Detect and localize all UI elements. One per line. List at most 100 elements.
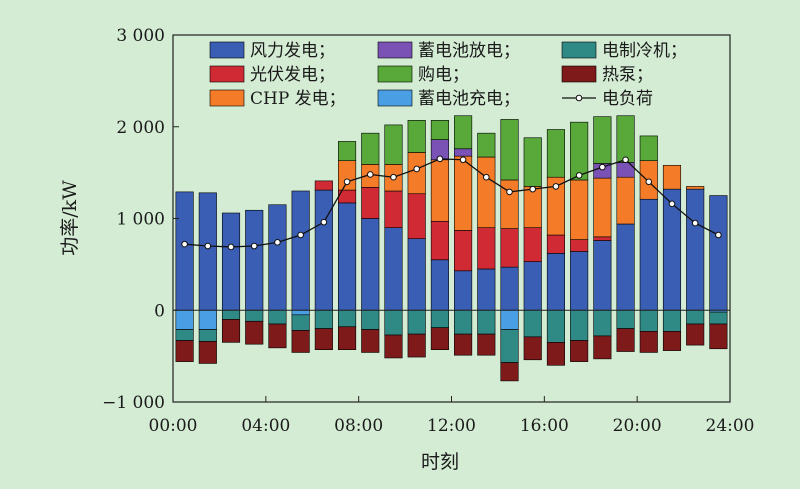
bar-segment-7-5 [268,309,287,325]
bar-segment-2-10 [384,190,403,228]
bar-segment-8-8 [338,326,357,351]
bar-segment-7-10 [384,309,403,336]
load-point-7 [320,218,328,226]
bar-segment-8-6 [291,330,310,353]
x-tick-label-3: 12:00 [427,416,476,436]
bar-segment-6-13 [454,115,473,150]
x-tick-label-5: 20:00 [613,416,662,436]
bar-segment-3-23 [686,186,705,190]
bar-segment-4-6 [291,309,310,316]
bar-segment-8-2 [198,341,217,364]
load-point-11 [413,165,420,173]
bar-segment-1-16 [523,261,542,311]
bar-segment-1-14 [477,268,496,311]
bar-segment-8-14 [477,333,496,356]
load-point-23 [691,219,699,227]
bar-segment-1-9 [361,218,380,311]
legend-label-3: CHP 发电； [250,89,346,109]
bar-segment-6-17 [546,129,565,178]
bar-segment-1-24 [709,195,728,311]
load-point-6 [297,231,304,239]
bar-segment-1-6 [291,190,310,311]
legend-label-1: 风力发电； [250,41,335,61]
bar-segment-1-1 [175,191,194,311]
bar-segment-2-19 [593,236,612,241]
bar-segment-4-2 [198,309,217,330]
load-point-15 [506,188,513,196]
legend-marker-load [575,94,583,102]
bar-segment-6-11 [407,120,426,153]
load-point-16 [529,185,537,193]
bar-segment-8-4 [245,320,264,345]
bar-segment-1-12 [430,259,449,311]
x-tick-label-2: 08:00 [334,416,383,436]
bar-segment-1-5 [268,204,287,311]
load-line [184,158,719,248]
bar-segment-7-9 [361,309,380,330]
bar-segment-2-12 [430,220,449,261]
load-point-13 [459,156,467,164]
bar-segment-8-7 [314,328,333,351]
bar-segment-2-18 [570,239,589,252]
bar-segment-1-22 [662,188,682,311]
plot-area [173,35,730,402]
bar-segment-6-20 [616,115,635,163]
legend-label-5: 购电； [418,65,469,85]
bar-segment-8-3 [221,319,241,343]
bar-segment-8-15 [500,362,519,382]
x-tick-label-1: 04:00 [241,416,290,436]
x-tick-label-4: 16:00 [520,416,569,436]
bar-segment-1-7 [314,189,333,311]
x-axis-title: 时刻 [421,451,459,473]
bar-segment-3-14 [477,156,496,228]
bar-segment-3-20 [616,176,635,225]
bars-group [175,115,728,382]
load-point-14 [483,173,490,181]
load-point-10 [390,173,397,181]
legend-label-4: 蓄电池放电； [418,41,520,61]
legend-swatch-7 [561,41,597,59]
bar-segment-8-13 [454,333,473,356]
bar-segment-7-3 [221,309,241,320]
legend-label-9: 电负荷 [602,89,653,109]
legend-swatch-1 [209,41,245,59]
bar-segment-7-2 [198,329,217,342]
bar-segment-2-17 [546,234,565,254]
bar-segment-1-4 [245,209,264,311]
bar-segment-3-8 [338,160,357,191]
bar-segment-1-11 [407,238,426,311]
bar-segment-8-5 [268,323,287,349]
bar-segment-7-6 [291,314,310,331]
axes-group: −1 000 0 1 000 2 000 3 000 00:00 04:00 08:00 12:… [102,26,754,436]
load-point-12 [436,155,444,163]
y-tick-label-2: 1 000 [116,210,165,230]
legend-swatch-5 [377,65,413,83]
bar-segment-1-17 [546,253,565,311]
bar-segment-8-12 [430,327,449,350]
bar-segment-8-23 [686,323,705,346]
bar-segment-8-19 [593,335,612,360]
bar-segment-7-15 [500,329,519,363]
load-point-9 [366,171,374,178]
bar-segment-6-14 [477,132,496,158]
bar-segment-3-18 [570,179,589,240]
bar-segment-3-13 [454,155,473,231]
bar-segment-7-16 [523,309,542,338]
bar-segment-1-19 [593,240,612,311]
bar-segment-1-20 [616,223,635,311]
bar-segment-6-15 [500,119,519,181]
load-point-19 [599,163,606,171]
bar-segment-1-10 [384,227,403,311]
bar-segment-6-18 [570,121,589,181]
load-point-21 [645,178,653,186]
bar-segment-3-19 [593,177,612,238]
legend-label-2: 光伏发电； [250,65,335,85]
bar-segment-7-24 [709,311,728,325]
bar-segment-7-21 [639,309,658,332]
bar-segment-1-23 [686,188,705,311]
bar-segment-1-21 [639,198,658,311]
bar-segment-7-23 [686,309,705,325]
legend-swatch-6 [377,89,413,107]
bar-segment-2-9 [361,187,380,219]
